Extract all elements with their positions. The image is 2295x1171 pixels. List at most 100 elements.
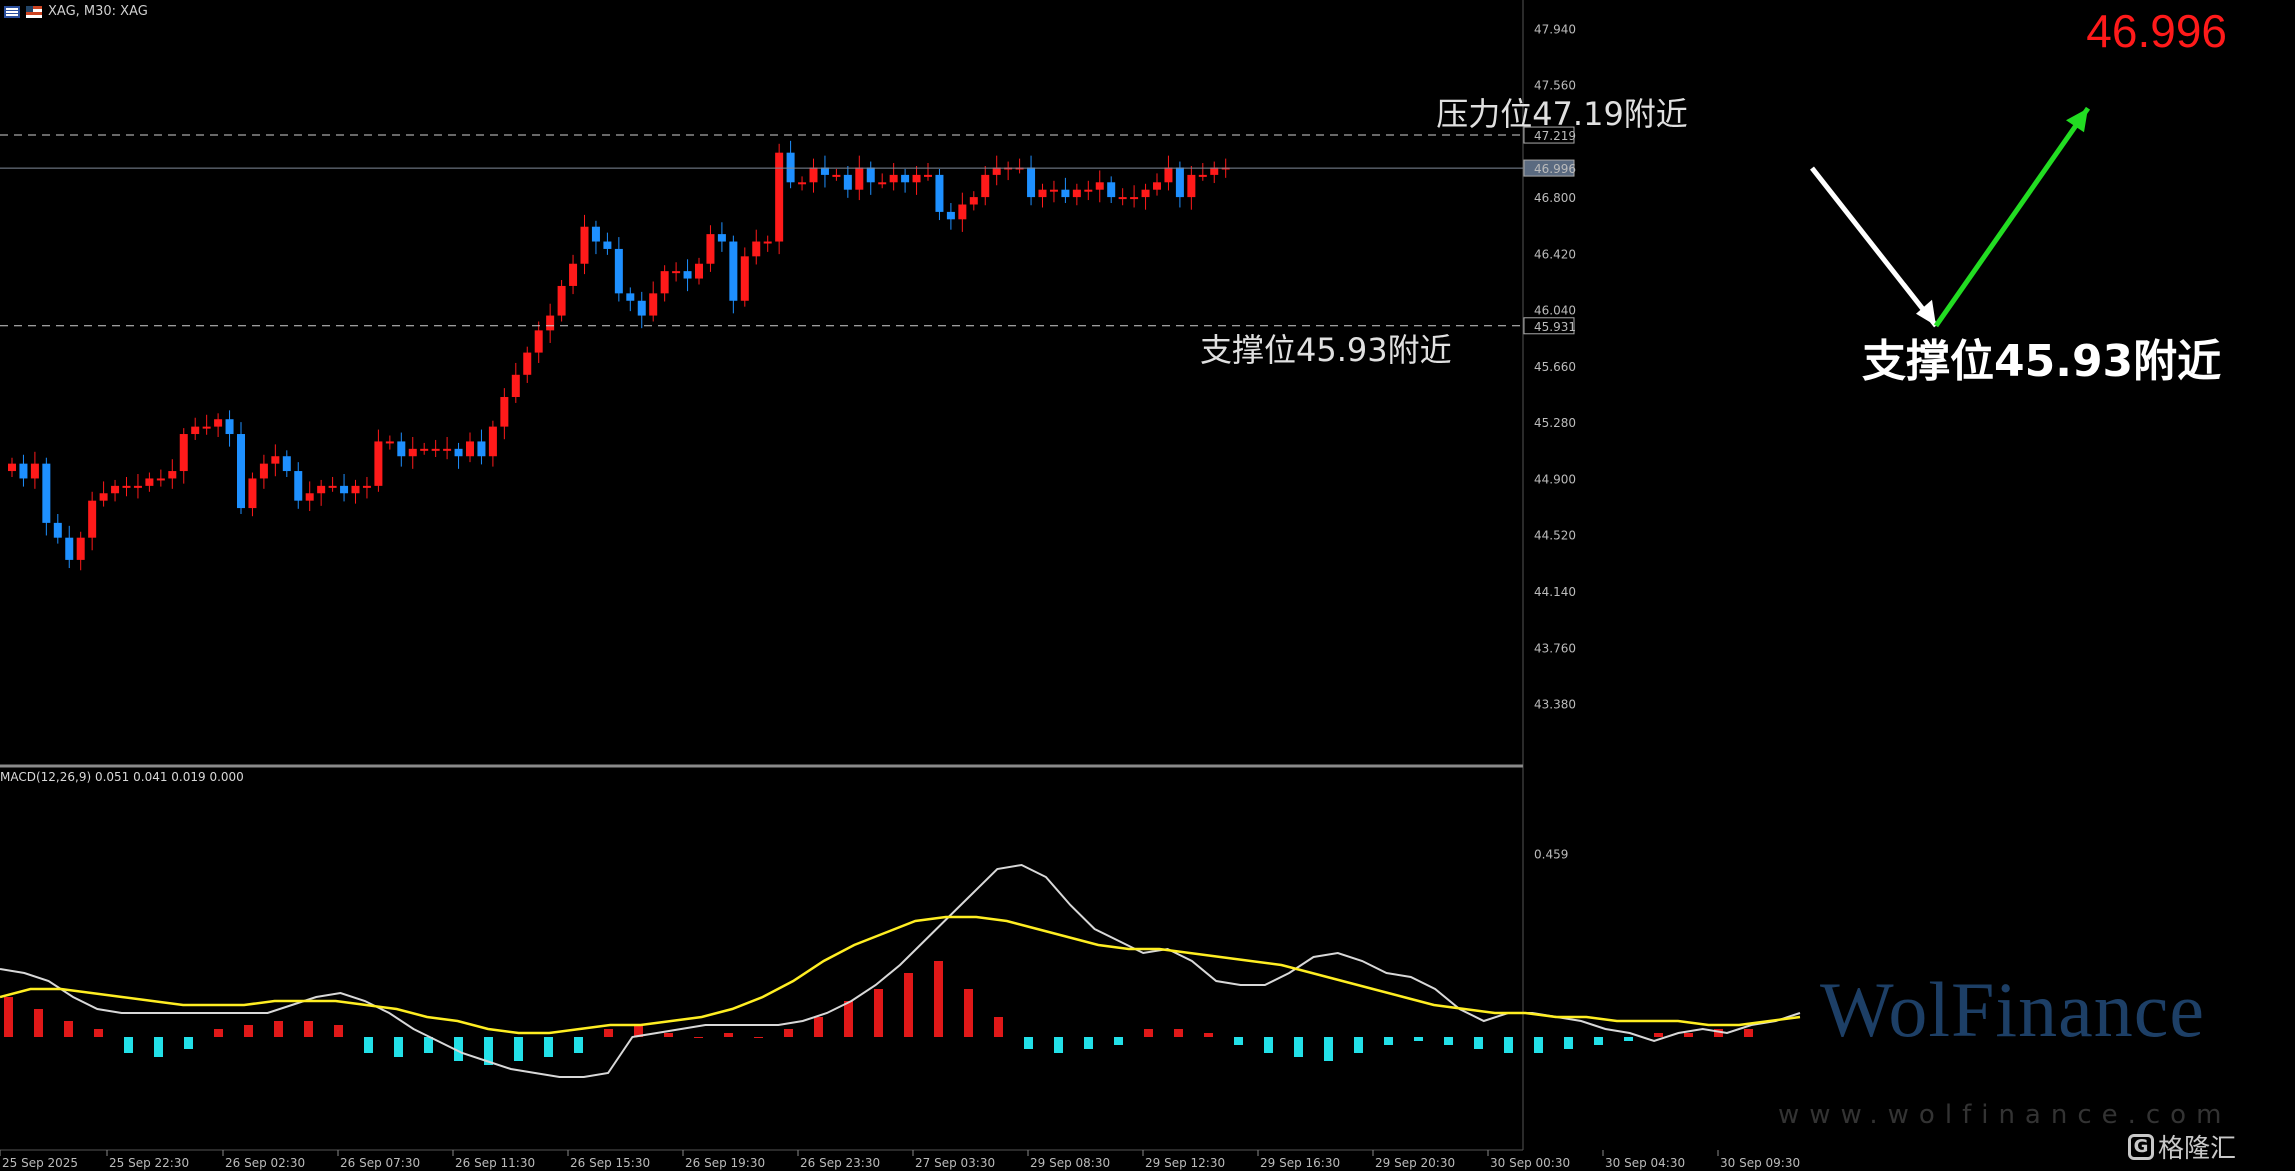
candle-body xyxy=(843,174,852,190)
candle-body xyxy=(111,485,120,494)
candle-body xyxy=(42,463,51,523)
macd-histogram-bar xyxy=(34,1009,43,1037)
macd-histogram-bar xyxy=(934,961,943,1037)
macd-histogram-bar xyxy=(154,1037,163,1057)
candle-body xyxy=(1061,189,1070,198)
candle-body xyxy=(546,315,555,331)
candle-body xyxy=(786,152,795,183)
y-tick-label: 44.900 xyxy=(1534,472,1576,486)
candle-body xyxy=(65,537,74,560)
candle-body xyxy=(225,419,234,435)
macd-histogram-bar xyxy=(1534,1037,1543,1053)
brand-name: 格隆汇 xyxy=(2158,1134,2237,1164)
candle-body xyxy=(1038,189,1047,198)
candle-body xyxy=(798,182,807,185)
macd-histogram-bar xyxy=(1744,1029,1753,1037)
candle-body xyxy=(88,500,97,538)
macd-histogram-bar xyxy=(664,1033,673,1037)
x-tick-label: 30 Sep 00:30 xyxy=(1490,1156,1570,1170)
x-tick-label: 27 Sep 03:30 xyxy=(915,1156,995,1170)
support-label: 支撑位45.93附近 xyxy=(1200,331,1452,369)
macd-histogram-bar xyxy=(1294,1037,1303,1057)
macd-y-tick: 0.459 xyxy=(1534,847,1568,861)
macd-histogram-bar xyxy=(424,1037,433,1053)
candle-body xyxy=(752,241,761,257)
y-tick-label: 43.760 xyxy=(1534,641,1576,655)
candle-body xyxy=(1198,174,1207,177)
macd-histogram-bar xyxy=(1714,1029,1723,1037)
macd-line xyxy=(0,863,1801,1078)
candles-layer xyxy=(8,140,1230,571)
macd-histogram-bar xyxy=(1354,1037,1363,1053)
time-axis: 25 Sep 2025 25 Sep 22:30 26 Sep 02:30 26 Se… xyxy=(0,1150,1800,1170)
macd-histogram-bar xyxy=(364,1037,373,1053)
y-tick-label: 46.996 xyxy=(1534,162,1576,176)
candle-body xyxy=(969,197,978,205)
candle-body xyxy=(305,493,314,501)
watermark-logo: WolFinance xyxy=(1820,966,2205,1053)
down-arrow-line xyxy=(1810,166,1938,328)
candle-body xyxy=(695,263,703,279)
candle-body xyxy=(1027,167,1036,198)
x-tick-label: 25 Sep 2025 xyxy=(2,1156,78,1170)
candle-body xyxy=(511,374,520,398)
candle-body xyxy=(946,211,955,220)
down-arrow-head xyxy=(1916,299,1936,326)
price-tag-box xyxy=(1523,126,1575,144)
y-tick-label: 45.931 xyxy=(1534,320,1576,334)
candle-body xyxy=(385,441,394,444)
macd-histogram-bar xyxy=(64,1021,73,1037)
macd-histogram-bar xyxy=(1324,1037,1333,1061)
candle-body xyxy=(133,485,142,488)
axis-layer: 47.940 47.560 47.219 46.996 46.800 46.420 46.0… xyxy=(0,0,1576,1151)
candle-body xyxy=(202,426,211,429)
candle-body xyxy=(832,174,841,177)
chart-menu-icon[interactable] xyxy=(4,5,20,18)
candle-body xyxy=(1049,189,1058,192)
candle-body xyxy=(259,463,268,479)
candle-body xyxy=(1084,189,1093,192)
up-arrow-line xyxy=(1933,106,2091,328)
current-price: 46.996 xyxy=(2086,5,2227,57)
candle-body xyxy=(1130,197,1139,200)
macd-histogram-bar xyxy=(604,1029,613,1037)
candle-body xyxy=(454,448,463,457)
macd-histogram-bar xyxy=(1174,1029,1183,1037)
candle-body xyxy=(580,226,589,264)
x-tick-label: 26 Sep 19:30 xyxy=(685,1156,765,1170)
candle-body xyxy=(901,174,910,183)
candle-body xyxy=(145,478,154,486)
candle-body xyxy=(981,174,990,198)
macd-histogram-bar xyxy=(514,1037,523,1061)
x-tick-label: 26 Sep 15:30 xyxy=(570,1156,650,1170)
symbol-label: XAG, M30: XAG xyxy=(48,4,148,19)
macd-histogram-bar xyxy=(1234,1037,1243,1045)
brand-g-icon: G xyxy=(2128,1133,2154,1160)
candle-body xyxy=(809,167,818,183)
up-arrow-head xyxy=(2066,108,2088,133)
y-tick-label: 45.660 xyxy=(1534,360,1576,374)
candle-body xyxy=(672,271,681,274)
x-tick-label: 30 Sep 09:30 xyxy=(1720,1156,1800,1170)
macd-histogram-bar xyxy=(1684,1033,1693,1037)
symbol-flag-icon xyxy=(26,5,42,18)
x-tick-label: 30 Sep 04:30 xyxy=(1605,1156,1685,1170)
candle-body xyxy=(866,167,875,183)
candle-body xyxy=(76,537,85,560)
x-tick-label: 29 Sep 12:30 xyxy=(1145,1156,1225,1170)
candle-body xyxy=(30,463,39,479)
candle-body xyxy=(557,285,566,316)
candle-body xyxy=(614,248,623,294)
y-tick-label: 47.940 xyxy=(1534,22,1576,36)
candle-body xyxy=(500,397,509,427)
macd-histogram-bar xyxy=(1384,1037,1393,1045)
candle-body xyxy=(420,448,429,451)
candle-body xyxy=(156,478,165,481)
macd-histogram-bar xyxy=(1084,1037,1093,1049)
candle-body xyxy=(660,271,669,294)
macd-histogram-bar xyxy=(724,1033,733,1037)
candle-body xyxy=(855,167,864,190)
macd-histogram-bar xyxy=(214,1029,223,1037)
x-tick-label: 25 Sep 22:30 xyxy=(109,1156,189,1170)
candle-body xyxy=(1118,197,1127,200)
